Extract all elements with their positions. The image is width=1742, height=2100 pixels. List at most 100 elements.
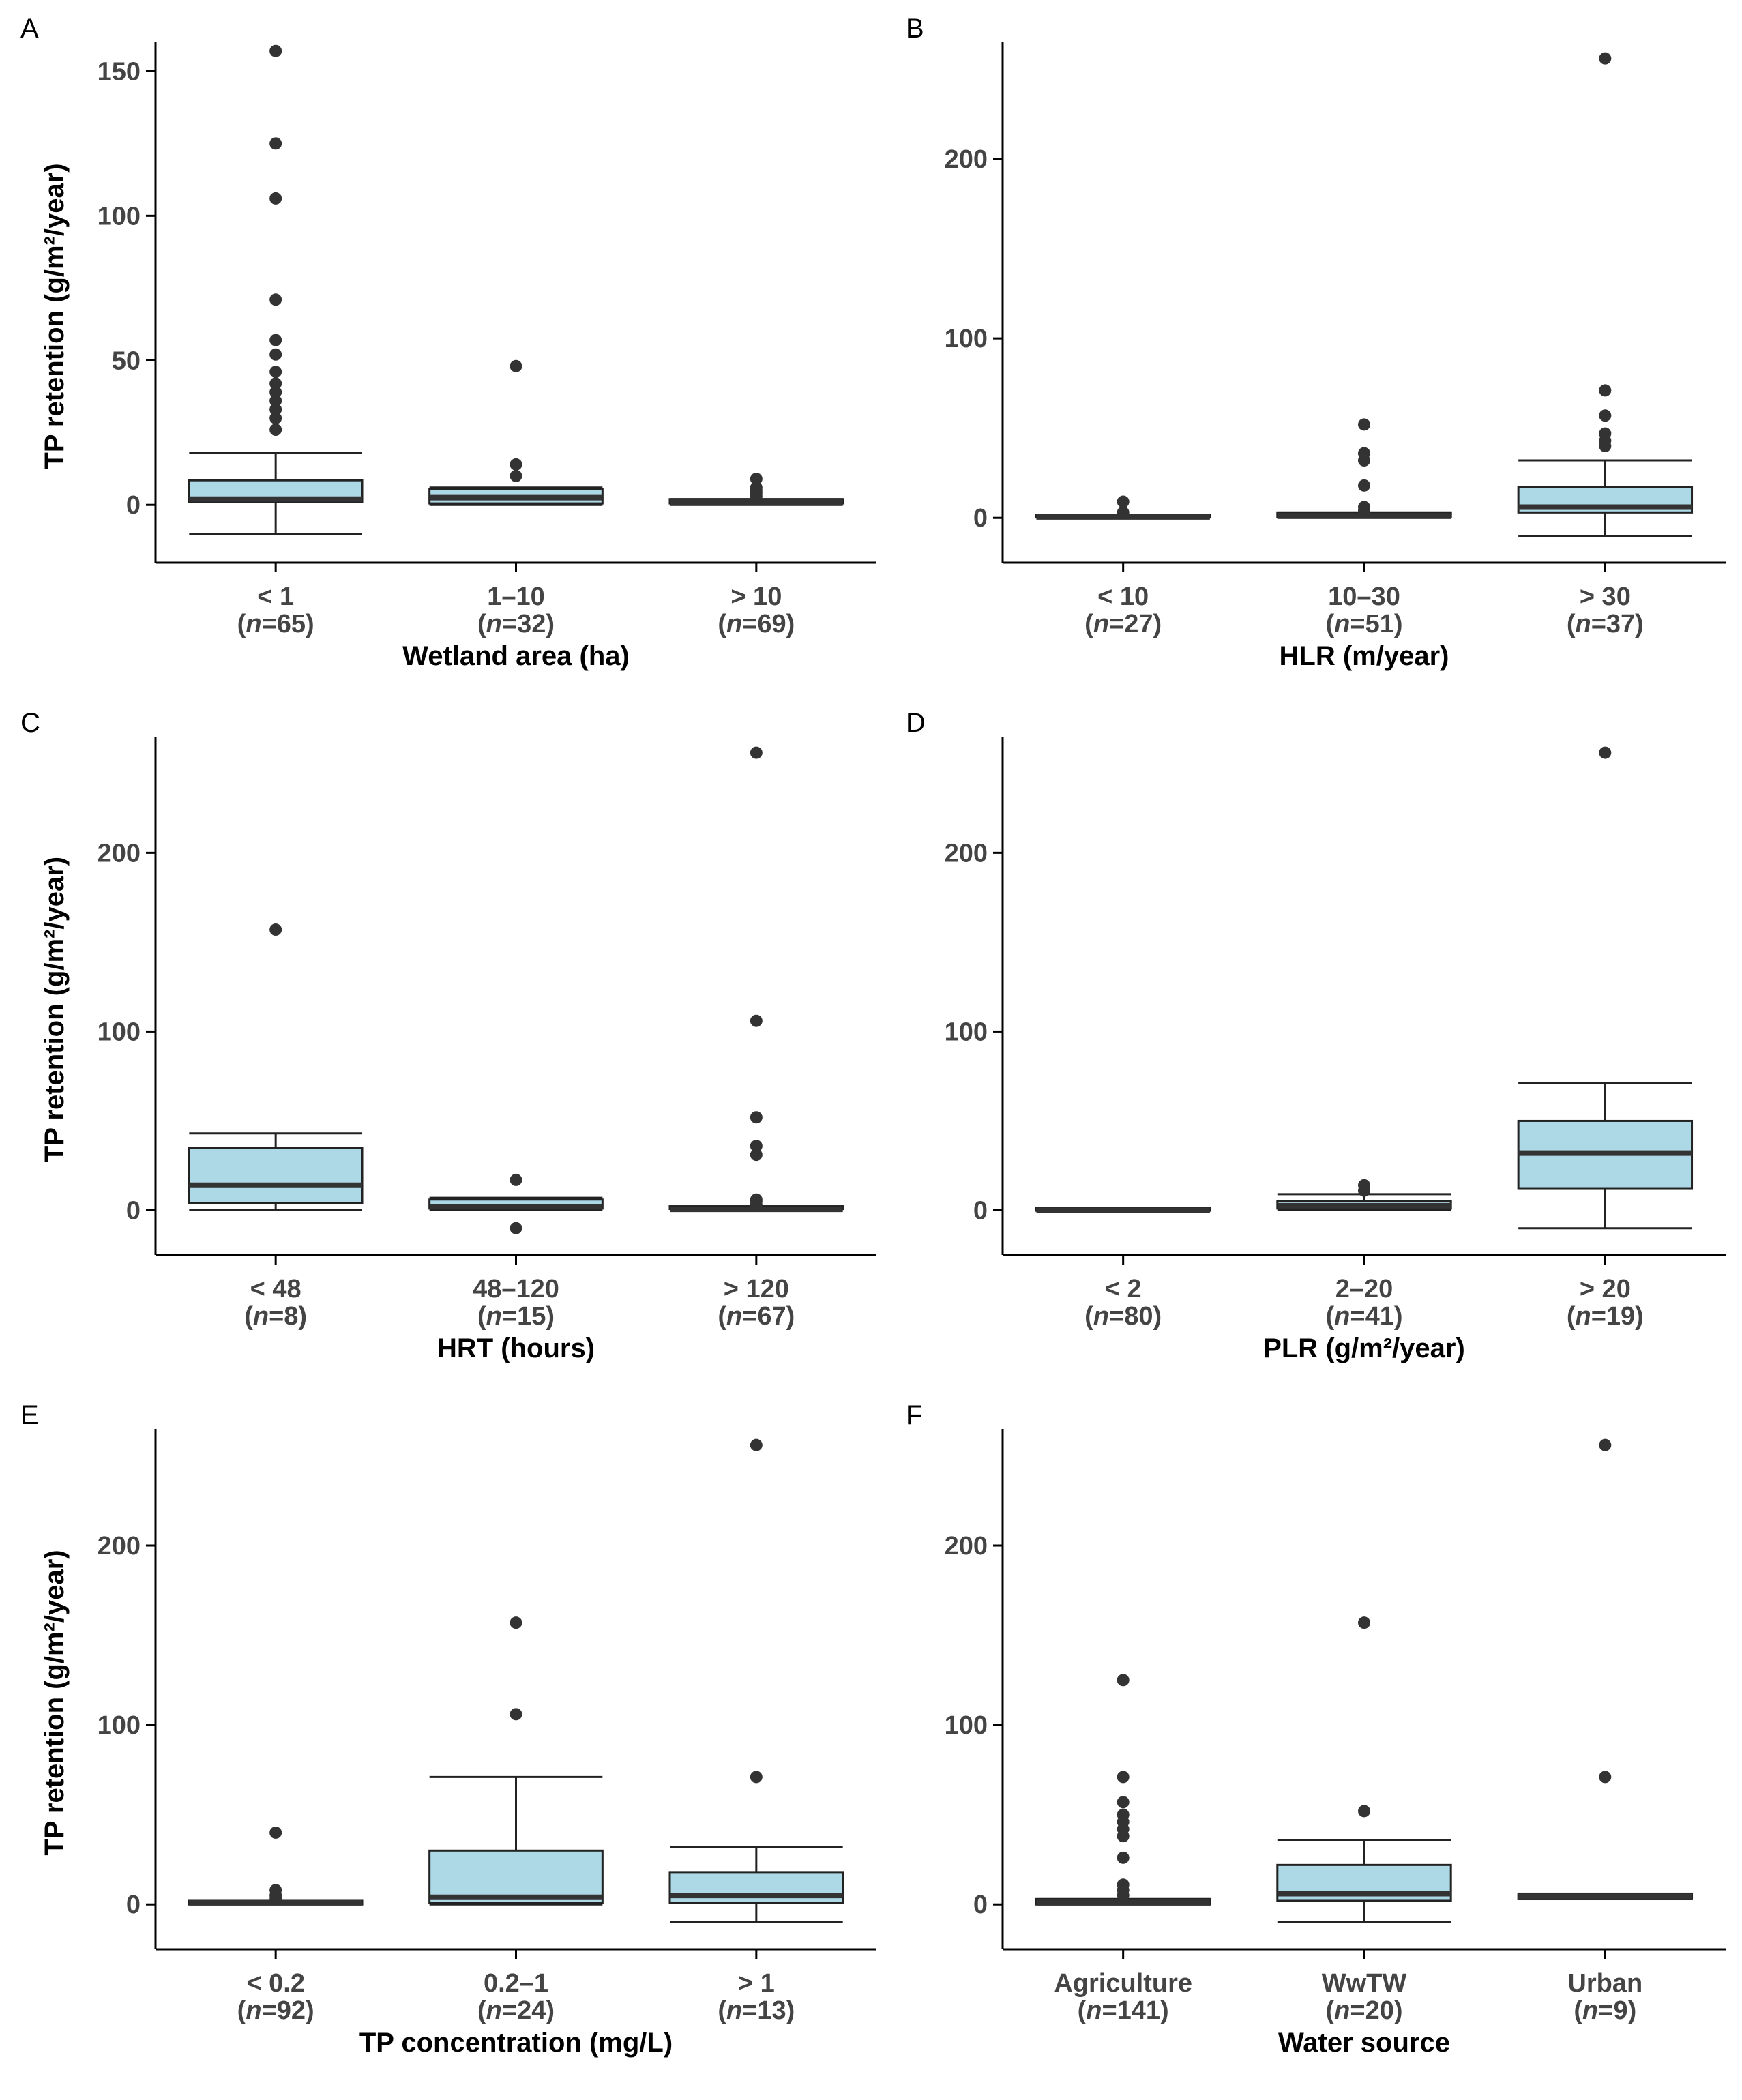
category-n-label: (n=37) [1567, 610, 1644, 638]
outlier-point [1358, 501, 1370, 514]
panel-letter: D [906, 708, 926, 738]
outlier-point [1599, 52, 1612, 65]
category-n-label: (n=9) [1574, 1996, 1636, 2025]
category-label: Agriculture [1054, 1969, 1192, 1998]
outlier-point [750, 473, 763, 486]
y-tick-label: 100 [98, 1711, 141, 1740]
y-axis-title: TP retention (g/m²/year) [40, 857, 70, 1162]
outlier-point [510, 1222, 522, 1234]
y-axis-title: TP retention (g/m²/year) [40, 1550, 70, 1855]
panel-f: F 0 100 200 Agriculture(n=141) WwTW(n=20) Urba… [906, 1400, 1726, 2058]
category-label: 0.2–1 [484, 1969, 548, 1998]
category-label: 2–20 [1335, 1275, 1393, 1303]
iqr-box [428, 1849, 604, 1904]
outlier-point [1358, 447, 1370, 460]
category-n-label: (n=19) [1567, 1302, 1644, 1331]
outlier-point [1599, 1438, 1612, 1451]
outlier-point [269, 192, 282, 205]
outlier-point [269, 293, 282, 306]
y-tick-label: 100 [945, 325, 988, 353]
outlier-point [1358, 418, 1370, 431]
outlier-point [750, 481, 763, 494]
category-n-label: (n=32) [477, 610, 555, 638]
iqr-box [188, 1147, 364, 1204]
y-tick-label: 0 [126, 491, 141, 520]
outlier-point [750, 1193, 763, 1206]
y-tick-label: 200 [98, 839, 141, 868]
y-tick-label: 100 [98, 202, 141, 231]
outlier-point [269, 348, 282, 361]
y-tick-label: 100 [945, 1711, 988, 1740]
outlier-point [269, 366, 282, 379]
category-label: > 20 [1580, 1275, 1631, 1303]
category-n-label: (n=69) [718, 610, 795, 638]
y-tick-label: 200 [945, 839, 988, 868]
box-group: < 0.2(n=92) [188, 1826, 364, 2025]
box-group: WwTW(n=20) [1276, 1616, 1452, 2025]
panel-letter: B [906, 14, 924, 44]
box-group: > 120(n=67) [668, 746, 844, 1331]
outlier-point [269, 403, 282, 416]
outlier-point [269, 44, 282, 57]
box-group: > 1(n=13) [668, 1438, 844, 2025]
y-tick-label: 0 [126, 1196, 141, 1225]
outlier-point [510, 359, 522, 372]
category-n-label: (n=51) [1326, 610, 1403, 638]
outlier-point [269, 923, 282, 936]
box-group: 0.2–1(n=24) [428, 1616, 604, 2025]
outlier-point [1117, 1808, 1130, 1821]
category-n-label: (n=13) [718, 1996, 795, 2025]
panel-d: D 0 100 200 < 2(n=80) 2–20(n=41) > 20(n=19) PLR… [906, 708, 1726, 1363]
x-axis-title: HLR (m/year) [1280, 641, 1449, 671]
outlier-point [1599, 1771, 1612, 1784]
x-axis-title: PLR (g/m²/year) [1263, 1333, 1465, 1363]
outlier-point [510, 1616, 522, 1629]
category-label: 10–30 [1328, 582, 1400, 611]
category-label: > 10 [730, 582, 782, 611]
box-group: > 20(n=19) [1517, 746, 1694, 1331]
y-tick-label: 100 [98, 1018, 141, 1046]
outlier-point [510, 458, 522, 471]
box-group: < 1(n=65) [188, 44, 364, 638]
outlier-point [510, 1173, 522, 1186]
category-label: > 120 [724, 1275, 789, 1303]
category-label: > 30 [1580, 582, 1631, 611]
outlier-point [1599, 427, 1612, 440]
category-n-label: (n=24) [477, 1996, 555, 2025]
outlier-point [1117, 1674, 1130, 1687]
outlier-point [750, 1140, 763, 1153]
category-label: 1–10 [487, 582, 545, 611]
y-tick-label: 200 [945, 145, 988, 174]
outlier-point [269, 1826, 282, 1839]
category-label: > 1 [738, 1969, 775, 1998]
outlier-point [510, 469, 522, 482]
outlier-point [1117, 1878, 1130, 1891]
x-axis-title: TP concentration (mg/L) [359, 2028, 673, 2058]
panel-c: C 0 100 200 < 48(n=8) 48–120(n=15) > 120(n=67)… [20, 708, 876, 1363]
outlier-point [1358, 1179, 1370, 1192]
outlier-point [750, 1771, 763, 1784]
outlier-point [269, 385, 282, 398]
y-tick-label: 200 [98, 1532, 141, 1561]
outlier-point [750, 746, 763, 759]
outlier-point [1117, 1851, 1130, 1864]
panel-a: A 0 50 100 150 < 1(n=65) 1–10(n=32) > 10(n=69) W… [20, 14, 876, 671]
category-label: < 0.2 [246, 1969, 305, 1998]
y-tick-label: 0 [973, 1891, 988, 1919]
box-group: > 30(n=37) [1517, 52, 1694, 638]
y-tick-label: 150 [98, 57, 141, 86]
category-n-label: (n=80) [1084, 1302, 1162, 1331]
category-n-label: (n=8) [244, 1302, 307, 1331]
outlier-point [1117, 495, 1130, 508]
box-group: > 10(n=69) [668, 473, 844, 638]
category-label: WwTW [1322, 1969, 1407, 1998]
category-label: Urban [1567, 1969, 1642, 1998]
outlier-point [269, 1884, 282, 1897]
outlier-point [1599, 409, 1612, 422]
outlier-point [1117, 1796, 1130, 1809]
outlier-point [269, 412, 282, 425]
y-tick-label: 0 [126, 1891, 141, 1919]
y-tick-label: 100 [945, 1018, 988, 1046]
